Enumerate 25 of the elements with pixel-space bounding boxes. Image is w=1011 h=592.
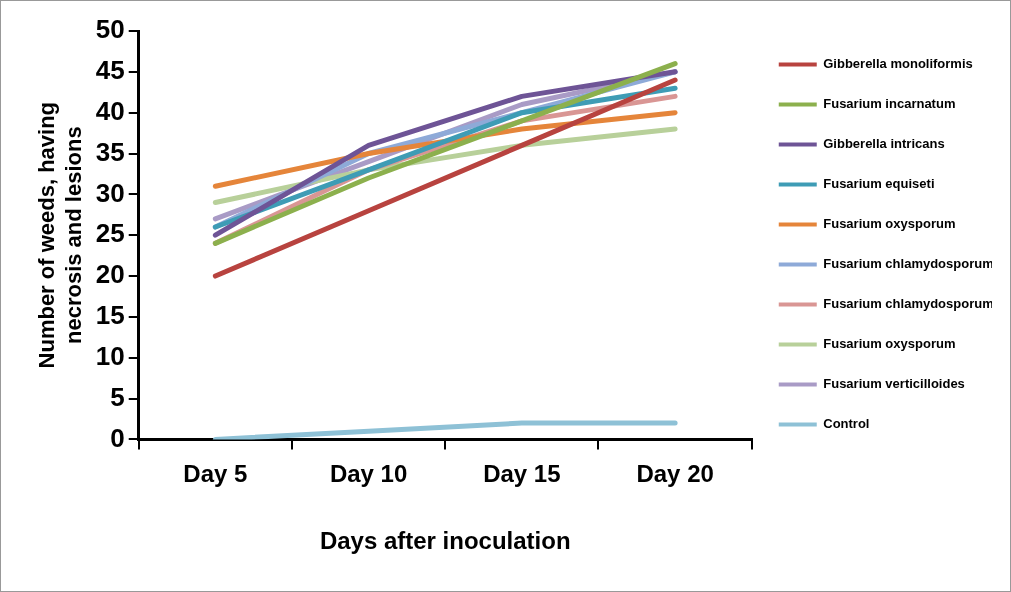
y-tick-label: 45 <box>95 55 125 86</box>
legend-label: Fusarium verticilloides <box>823 376 965 392</box>
y-tick-label: 0 <box>110 422 125 453</box>
y-tick-label: 35 <box>95 136 125 167</box>
legend-label: Fusarium oxysporum <box>823 336 956 352</box>
y-tick-label: 20 <box>95 259 125 290</box>
legend-label: Control <box>823 416 870 432</box>
y-tick-label: 10 <box>95 340 125 371</box>
y-tick-label: 40 <box>95 95 125 126</box>
legend-label: Fusarium oxysporum <box>823 216 956 232</box>
x-tick-label: Day 10 <box>329 460 408 488</box>
legend-label: Gibberella monoliformis <box>823 56 973 72</box>
legend-label: Gibberella intricans <box>823 136 945 152</box>
y-tick-label: 25 <box>95 218 125 249</box>
x-axis-title: Days after inoculation <box>319 527 571 555</box>
y-axis-title: Number of weeds, having necrosis and lesions <box>34 101 86 369</box>
x-tick-label: Day 20 <box>636 460 714 488</box>
y-tick-label: 30 <box>95 177 125 208</box>
y-tick-label: 15 <box>95 300 125 331</box>
y-tick-label: 50 <box>95 14 125 45</box>
x-tick-label: Day 15 <box>483 460 561 488</box>
legend-label: Fusarium incarnatum <box>823 96 956 112</box>
x-tick-label: Day 5 <box>183 460 248 488</box>
y-tick-label: 5 <box>110 381 125 412</box>
legend-label: Fusarium equiseti <box>823 176 935 192</box>
